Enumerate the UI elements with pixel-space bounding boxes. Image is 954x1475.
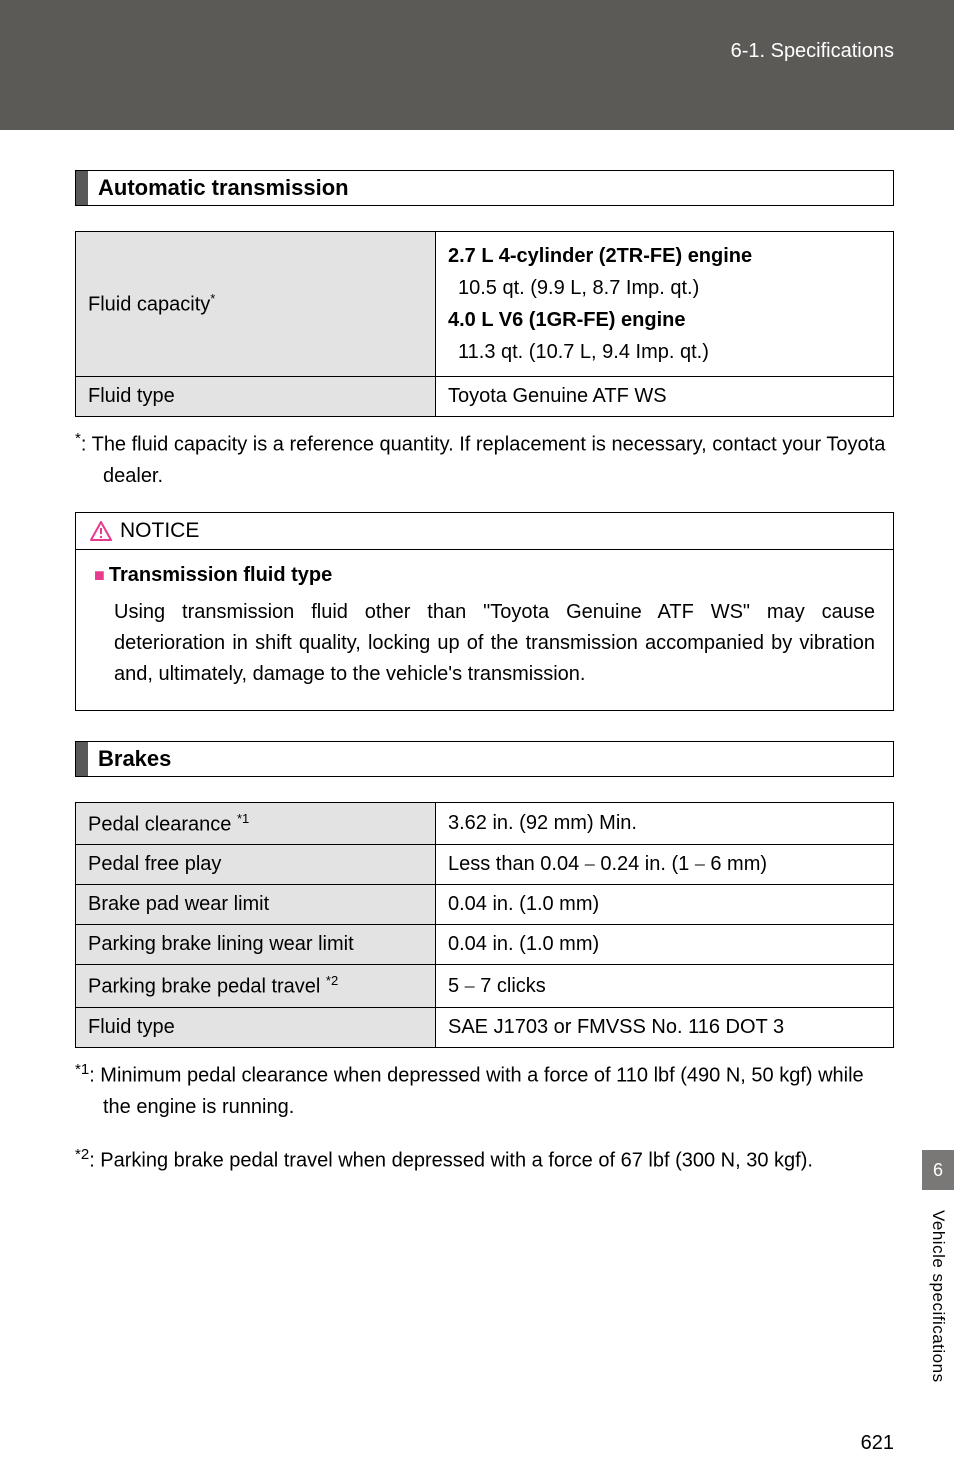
brakes-table: Pedal clearance *1 3.62 in. (92 mm) Min.… [75,802,894,1048]
table-value-cell: 5 ⎯ 7 clicks [436,965,894,1008]
table-row: Fluid type SAE J1703 or FMVSS No. 116 DO… [76,1007,894,1047]
footnote-text: : Parking brake pedal travel when depres… [89,1149,813,1171]
side-chapter-tab: 6 [922,1150,954,1190]
footnote: *2: Parking brake pedal travel when depr… [75,1143,894,1177]
page-number: 621 [861,1432,894,1455]
notice-subhead: ■Transmission fluid type [94,564,875,587]
label-text: Fluid capacity [88,294,210,316]
notice-body: ■Transmission fluid type Using transmiss… [76,550,893,710]
notice-head-text: NOTICE [120,519,199,543]
header-bar: 6-1. Specifications [0,0,954,130]
footnote-text: : Minimum pedal clearance when depressed… [89,1065,863,1118]
label-text: Parking brake pedal travel [88,976,326,998]
label-sup: *2 [326,973,338,988]
value-line: 2.7 L 4-cylinder (2TR-FE) engine [448,240,881,272]
section-accent-bar [76,171,88,205]
page-content: Automatic transmission Fluid capacity* 2… [0,130,954,1216]
table-label-cell: Brake pad wear limit [76,885,436,925]
table-row: Fluid capacity* 2.7 L 4-cylinder (2TR-FE… [76,232,894,377]
table-row: Brake pad wear limit 0.04 in. (1.0 mm) [76,885,894,925]
table-row: Fluid type Toyota Genuine ATF WS [76,377,894,417]
side-vertical-label: Vehicle specifications [928,1210,948,1383]
table-label-cell: Fluid type [76,377,436,417]
notice-subhead-text: Transmission fluid type [109,564,332,586]
footnote-marker: *1 [75,1061,89,1078]
section-header-brakes: Brakes [75,741,894,777]
section-title: Brakes [88,742,181,776]
value-line: 4.0 L V6 (1GR-FE) engine [448,304,881,336]
table-label-cell: Parking brake lining wear limit [76,925,436,965]
notice-para: Using transmission fluid other than "Toy… [94,597,875,690]
table-label-cell: Parking brake pedal travel *2 [76,965,436,1008]
section-title: Automatic transmission [88,171,359,205]
table-value-cell: 0.04 in. (1.0 mm) [436,885,894,925]
value-line: 10.5 qt. (9.9 L, 8.7 Imp. qt.) [448,272,881,304]
table-value-cell: Less than 0.04 ⎯ 0.24 in. (1 ⎯ 6 mm) [436,845,894,885]
square-bullet-icon: ■ [94,565,105,585]
label-text: Pedal clearance [88,813,237,835]
label-sup: *1 [237,811,249,826]
auto-trans-table: Fluid capacity* 2.7 L 4-cylinder (2TR-FE… [75,231,894,417]
section-header-auto-trans: Automatic transmission [75,170,894,206]
table-value-cell: 3.62 in. (92 mm) Min. [436,802,894,845]
footnote-marker: *2 [75,1146,89,1163]
table-label-cell: Pedal free play [76,845,436,885]
table-label-cell: Fluid capacity* [76,232,436,377]
section-accent-bar [76,742,88,776]
footnote: *1: Minimum pedal clearance when depress… [75,1058,894,1123]
table-value-cell: Toyota Genuine ATF WS [436,377,894,417]
table-value-cell: SAE J1703 or FMVSS No. 116 DOT 3 [436,1007,894,1047]
label-sup: * [210,291,215,306]
table-row: Pedal free play Less than 0.04 ⎯ 0.24 in… [76,845,894,885]
table-value-cell: 2.7 L 4-cylinder (2TR-FE) engine 10.5 qt… [436,232,894,377]
value-line: 11.3 qt. (10.7 L, 9.4 Imp. qt.) [448,336,881,368]
table-row: Parking brake pedal travel *2 5 ⎯ 7 clic… [76,965,894,1008]
breadcrumb: 6-1. Specifications [731,40,894,63]
table-row: Parking brake lining wear limit 0.04 in.… [76,925,894,965]
table-row: Pedal clearance *1 3.62 in. (92 mm) Min. [76,802,894,845]
footnote-text: : The fluid capacity is a reference quan… [81,434,885,487]
table-value-cell: 0.04 in. (1.0 mm) [436,925,894,965]
footnote: *: The fluid capacity is a reference qua… [75,427,894,492]
notice-head: NOTICE [76,513,893,550]
table-label-cell: Pedal clearance *1 [76,802,436,845]
warning-icon [90,521,112,541]
table-label-cell: Fluid type [76,1007,436,1047]
notice-box: NOTICE ■Transmission fluid type Using tr… [75,512,894,711]
